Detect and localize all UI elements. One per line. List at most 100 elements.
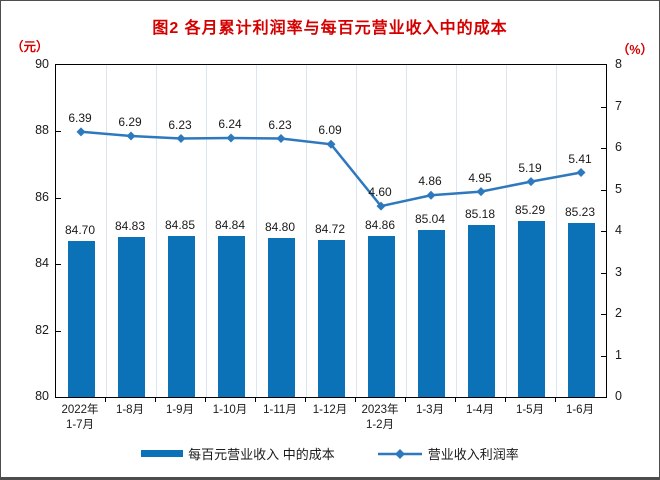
right-axis-tick-label: 5 (615, 181, 622, 196)
left-axis-tick-label: 86 (35, 189, 49, 204)
x-axis-tick (555, 398, 556, 402)
x-axis-tick (405, 398, 406, 402)
legend-item-profit-rate: 营业收入利润率 (377, 444, 519, 463)
left-axis-tick-label: 88 (35, 123, 49, 138)
line-value-label: 6.23 (268, 117, 292, 132)
x-axis-category-label: 1-3月 (415, 404, 445, 416)
bar (167, 236, 195, 397)
right-axis-tick-label: 1 (615, 347, 622, 362)
bar (467, 225, 495, 397)
plot-area (55, 64, 607, 398)
bar-value-label: 84.83 (114, 218, 146, 233)
x-axis-category-label: 1-12月 (312, 404, 348, 416)
bar-series-swatch (141, 450, 184, 457)
vertical-gridline (106, 65, 107, 397)
line-value-label: 4.86 (418, 174, 442, 189)
right-axis-tick (601, 272, 606, 274)
vertical-gridline (506, 65, 507, 397)
x-axis-category-label: 1-5月 (515, 404, 545, 416)
right-axis-tick-label: 0 (615, 389, 622, 403)
x-axis-tick (355, 398, 356, 402)
left-axis-tick (56, 264, 61, 266)
line-point-marker (76, 127, 86, 137)
line-point-marker (276, 133, 286, 143)
bar-value-label: 84.72 (314, 222, 346, 237)
bar-value-label: 84.80 (264, 219, 296, 234)
vertical-gridline (206, 65, 207, 397)
bar (317, 240, 345, 397)
bar-value-label: 84.86 (364, 217, 396, 232)
x-axis-tick (205, 398, 206, 402)
profit-rate-line (76, 127, 586, 211)
x-axis-category-label: 1-8月 (115, 404, 145, 416)
bar (417, 229, 445, 397)
legend-label-cost: 每百元营业收入 中的成本 (188, 447, 335, 462)
x-axis-tick (505, 398, 506, 402)
x-axis-category-label: 1-4月 (465, 404, 495, 416)
vertical-gridline (356, 65, 357, 397)
bar (117, 236, 145, 397)
bar-value-label: 84.70 (64, 223, 96, 237)
chart-title: 图2 各月累计利润率与每百元营业收入中的成本 (152, 20, 508, 37)
line-value-label: 6.39 (68, 110, 92, 125)
line-value-label: 6.09 (318, 123, 342, 138)
right-axis-tick (601, 314, 606, 315)
line-value-label: 4.60 (368, 185, 392, 200)
bar-value-label: 85.04 (414, 211, 446, 226)
x-axis-category-label: 1-11月 (263, 404, 297, 416)
right-axis-tick-label: 7 (615, 98, 622, 113)
line-series-swatch (377, 448, 422, 459)
vertical-gridline (256, 65, 257, 397)
left-axis-unit-label: （元） (11, 40, 49, 54)
line-point-marker (126, 131, 136, 141)
x-axis-category-label: 2022年 1-7月 (61, 404, 99, 431)
right-axis-tick (601, 189, 606, 191)
bar (517, 221, 545, 397)
right-axis-tick-label: 2 (615, 306, 622, 320)
left-axis-tick-label: 90 (35, 57, 49, 71)
right-axis-tick (601, 355, 606, 357)
legend-label-profit-rate: 营业收入利润率 (427, 447, 519, 462)
left-axis-tick (56, 131, 61, 133)
right-axis-tick (601, 231, 606, 232)
left-axis-tick-label: 82 (35, 322, 49, 337)
vertical-gridline (156, 65, 157, 397)
right-axis-tick (601, 148, 606, 149)
bar (567, 223, 595, 397)
bar-value-label: 85.18 (464, 207, 496, 221)
x-axis-category-label: 1-10月 (212, 404, 248, 416)
line-point-marker (176, 133, 186, 143)
left-axis-tick (56, 330, 61, 332)
x-axis-category-label: 1-6月 (565, 404, 595, 416)
x-axis-tick (105, 398, 106, 402)
bar-value-label: 85.23 (564, 205, 596, 220)
right-axis-tick-label: 6 (615, 140, 622, 154)
vertical-gridline (306, 65, 307, 397)
left-axis-tick-label: 80 (35, 389, 49, 403)
line-value-label: 5.41 (568, 151, 592, 166)
line-point-marker (476, 187, 486, 197)
line-value-label: 6.24 (218, 117, 242, 131)
line-point-marker (226, 133, 236, 143)
bar (217, 236, 245, 397)
line-point-marker (576, 167, 586, 177)
left-axis-tick-label: 84 (35, 256, 49, 271)
left-axis-tick (56, 197, 61, 199)
x-axis-category-label: 1-9月 (165, 404, 195, 416)
line-value-label: 5.19 (518, 160, 542, 175)
line-point-marker (326, 139, 336, 149)
right-axis-tick (601, 106, 606, 108)
bar (367, 235, 395, 397)
legend-item-cost: 每百元营业收入 中的成本 (141, 444, 335, 463)
x-axis-tick (255, 398, 256, 402)
line-point-marker (426, 190, 436, 200)
vertical-gridline (406, 65, 407, 397)
right-axis-tick-label: 4 (615, 223, 622, 237)
vertical-gridline (456, 65, 457, 397)
bar (267, 237, 295, 397)
right-axis-tick-label: 8 (615, 57, 622, 71)
right-axis-tick-label: 3 (615, 264, 622, 279)
x-axis-tick (305, 398, 306, 402)
bar-value-label: 85.29 (514, 203, 546, 218)
